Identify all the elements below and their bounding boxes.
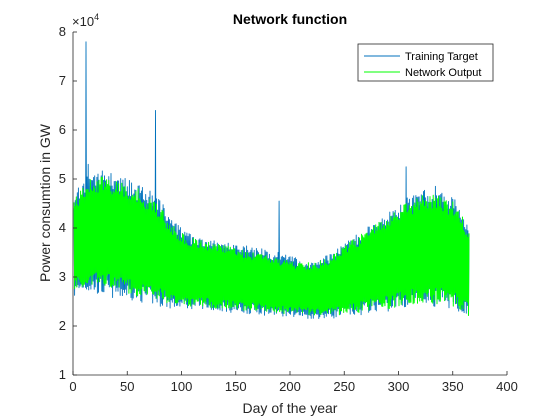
x-tick-label: 300 — [388, 379, 410, 394]
x-tick-label: 100 — [171, 379, 193, 394]
x-tick-label: 50 — [120, 379, 134, 394]
y-exponent-base: ×10 — [72, 14, 94, 29]
legend-label-network-output: Network Output — [405, 67, 481, 79]
y-tick-label: 6 — [59, 122, 66, 137]
y-tick-label: 5 — [59, 171, 66, 186]
legend-box — [357, 43, 494, 82]
legend: Training Target Network Output — [357, 43, 494, 82]
y-tick-label: 3 — [59, 269, 66, 284]
y-exponent-label: ×104 — [72, 12, 99, 29]
plot-area — [73, 41, 470, 319]
legend-label-training-target: Training Target — [405, 51, 478, 63]
y-tick-label: 8 — [59, 24, 66, 39]
y-tick-label: 7 — [59, 73, 66, 88]
y-axis-label: Power consumtion in GW — [37, 123, 53, 282]
x-tick-label: 150 — [225, 379, 247, 394]
x-tick-label: 250 — [333, 379, 355, 394]
x-tick-label: 200 — [279, 379, 301, 394]
x-tick-label: 0 — [69, 379, 76, 394]
x-tick-label: 350 — [442, 379, 464, 394]
y-tick-label: 2 — [59, 318, 66, 333]
chart-title: Network function — [233, 11, 347, 27]
x-tick-label: 400 — [496, 379, 518, 394]
y-tick-label: 1 — [59, 367, 66, 382]
series-line-network-output — [73, 176, 470, 316]
x-axis-label: Day of the year — [243, 400, 338, 416]
tick-labels: 0 50 100 150 200 250 300 350 400 1 2 3 4 5 6 7 8 — [59, 24, 518, 394]
y-exponent-power: 4 — [94, 12, 99, 22]
y-tick-label: 4 — [59, 220, 66, 235]
